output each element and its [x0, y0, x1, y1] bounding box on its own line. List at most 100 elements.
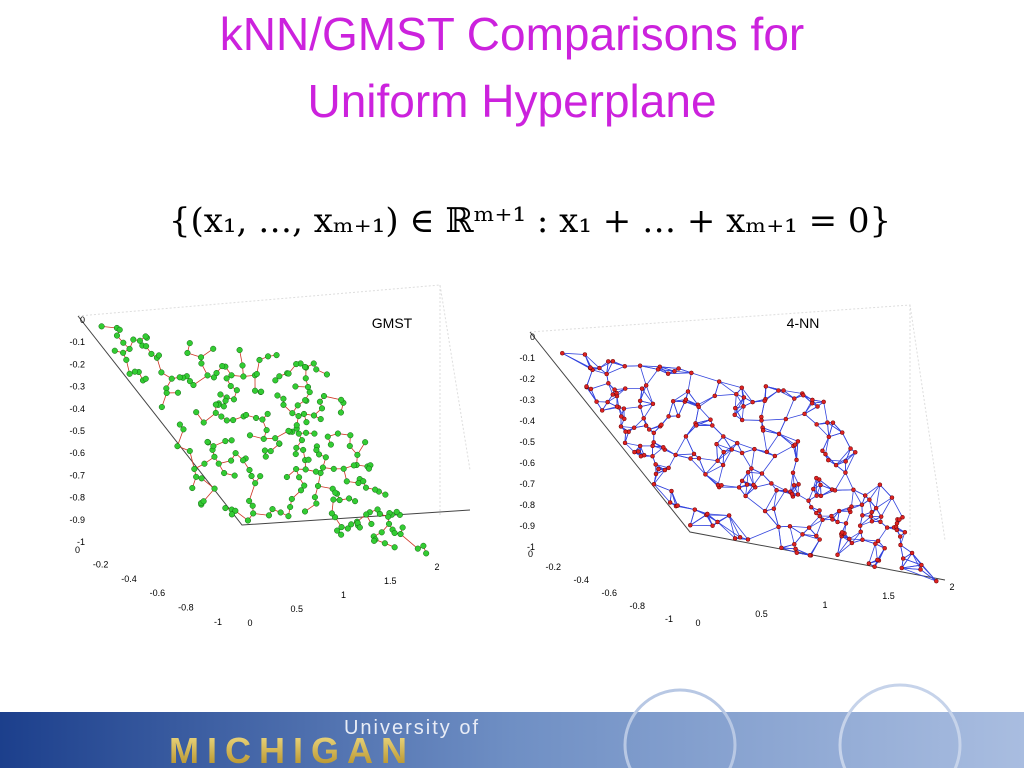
edge	[734, 397, 745, 416]
axis	[529, 331, 946, 581]
z-tick-label: -0.5	[69, 426, 85, 436]
point	[820, 448, 825, 454]
edge	[773, 490, 786, 509]
point	[588, 386, 594, 392]
x-tick-label: 1	[822, 600, 827, 610]
point	[302, 429, 310, 436]
point	[313, 366, 320, 373]
edge	[832, 422, 843, 433]
edge	[828, 432, 843, 438]
point	[285, 513, 292, 520]
point	[772, 453, 778, 459]
point	[771, 506, 777, 511]
point	[670, 398, 676, 404]
edge	[675, 454, 691, 459]
point	[889, 495, 895, 500]
point	[734, 391, 739, 397]
edge	[773, 508, 779, 527]
edge	[851, 531, 862, 544]
point	[745, 469, 751, 475]
edge	[837, 538, 850, 556]
point	[826, 457, 831, 463]
edge	[717, 521, 736, 539]
z-tick-label: -0.6	[519, 458, 535, 468]
edge	[721, 484, 740, 488]
point	[228, 437, 235, 444]
edge	[804, 413, 817, 425]
edge	[879, 484, 893, 498]
point	[696, 456, 702, 461]
point	[228, 457, 235, 464]
y-tick-label: -0.8	[178, 603, 194, 613]
point	[692, 507, 698, 512]
edge	[789, 472, 794, 492]
edge	[689, 509, 696, 526]
point	[832, 488, 838, 493]
point	[189, 484, 196, 492]
point	[288, 495, 295, 503]
y-tick-label: -0.6	[150, 588, 166, 598]
edge	[815, 519, 823, 537]
point	[836, 508, 842, 514]
point	[733, 405, 738, 411]
point	[126, 345, 133, 352]
x-tick-label: 0	[695, 618, 700, 628]
edge	[653, 469, 666, 485]
point	[741, 404, 746, 409]
edge	[705, 460, 718, 475]
edge	[785, 413, 805, 420]
point	[292, 383, 299, 390]
edge	[837, 542, 853, 556]
edge	[586, 386, 597, 402]
point	[201, 460, 208, 467]
point	[198, 475, 205, 482]
point	[743, 493, 748, 499]
edge	[835, 451, 856, 466]
point	[669, 488, 674, 494]
point	[277, 509, 284, 516]
point	[263, 427, 270, 434]
point	[303, 419, 310, 426]
edge	[685, 425, 697, 437]
point	[683, 397, 689, 402]
point	[868, 514, 874, 519]
edge	[853, 489, 863, 505]
edge	[766, 433, 780, 453]
point	[637, 398, 643, 404]
edge	[827, 422, 843, 433]
point	[637, 363, 643, 368]
point	[759, 414, 764, 420]
edge	[640, 365, 660, 368]
point	[826, 434, 832, 440]
point	[222, 505, 229, 512]
point	[661, 445, 666, 450]
point	[240, 373, 247, 380]
point	[327, 441, 334, 448]
edge	[734, 397, 745, 409]
point	[311, 494, 318, 501]
edge	[828, 422, 834, 437]
point	[710, 423, 715, 428]
z-tick-label: -0.7	[519, 479, 535, 489]
point	[815, 404, 820, 409]
point	[243, 411, 250, 419]
point	[131, 368, 138, 375]
edge	[864, 484, 881, 496]
edge	[762, 430, 768, 452]
point	[280, 401, 287, 408]
edge	[624, 365, 641, 367]
point	[213, 369, 220, 377]
z-tick-label: 0	[530, 332, 535, 342]
point	[215, 460, 222, 467]
edge	[911, 552, 922, 566]
point	[853, 450, 858, 455]
edge	[641, 388, 654, 405]
point	[760, 428, 766, 433]
point	[130, 336, 137, 343]
edge	[672, 391, 689, 402]
point	[368, 520, 375, 527]
point	[336, 497, 343, 504]
point	[689, 370, 694, 376]
z-tick-label: -0.4	[519, 416, 535, 426]
point	[111, 347, 118, 354]
